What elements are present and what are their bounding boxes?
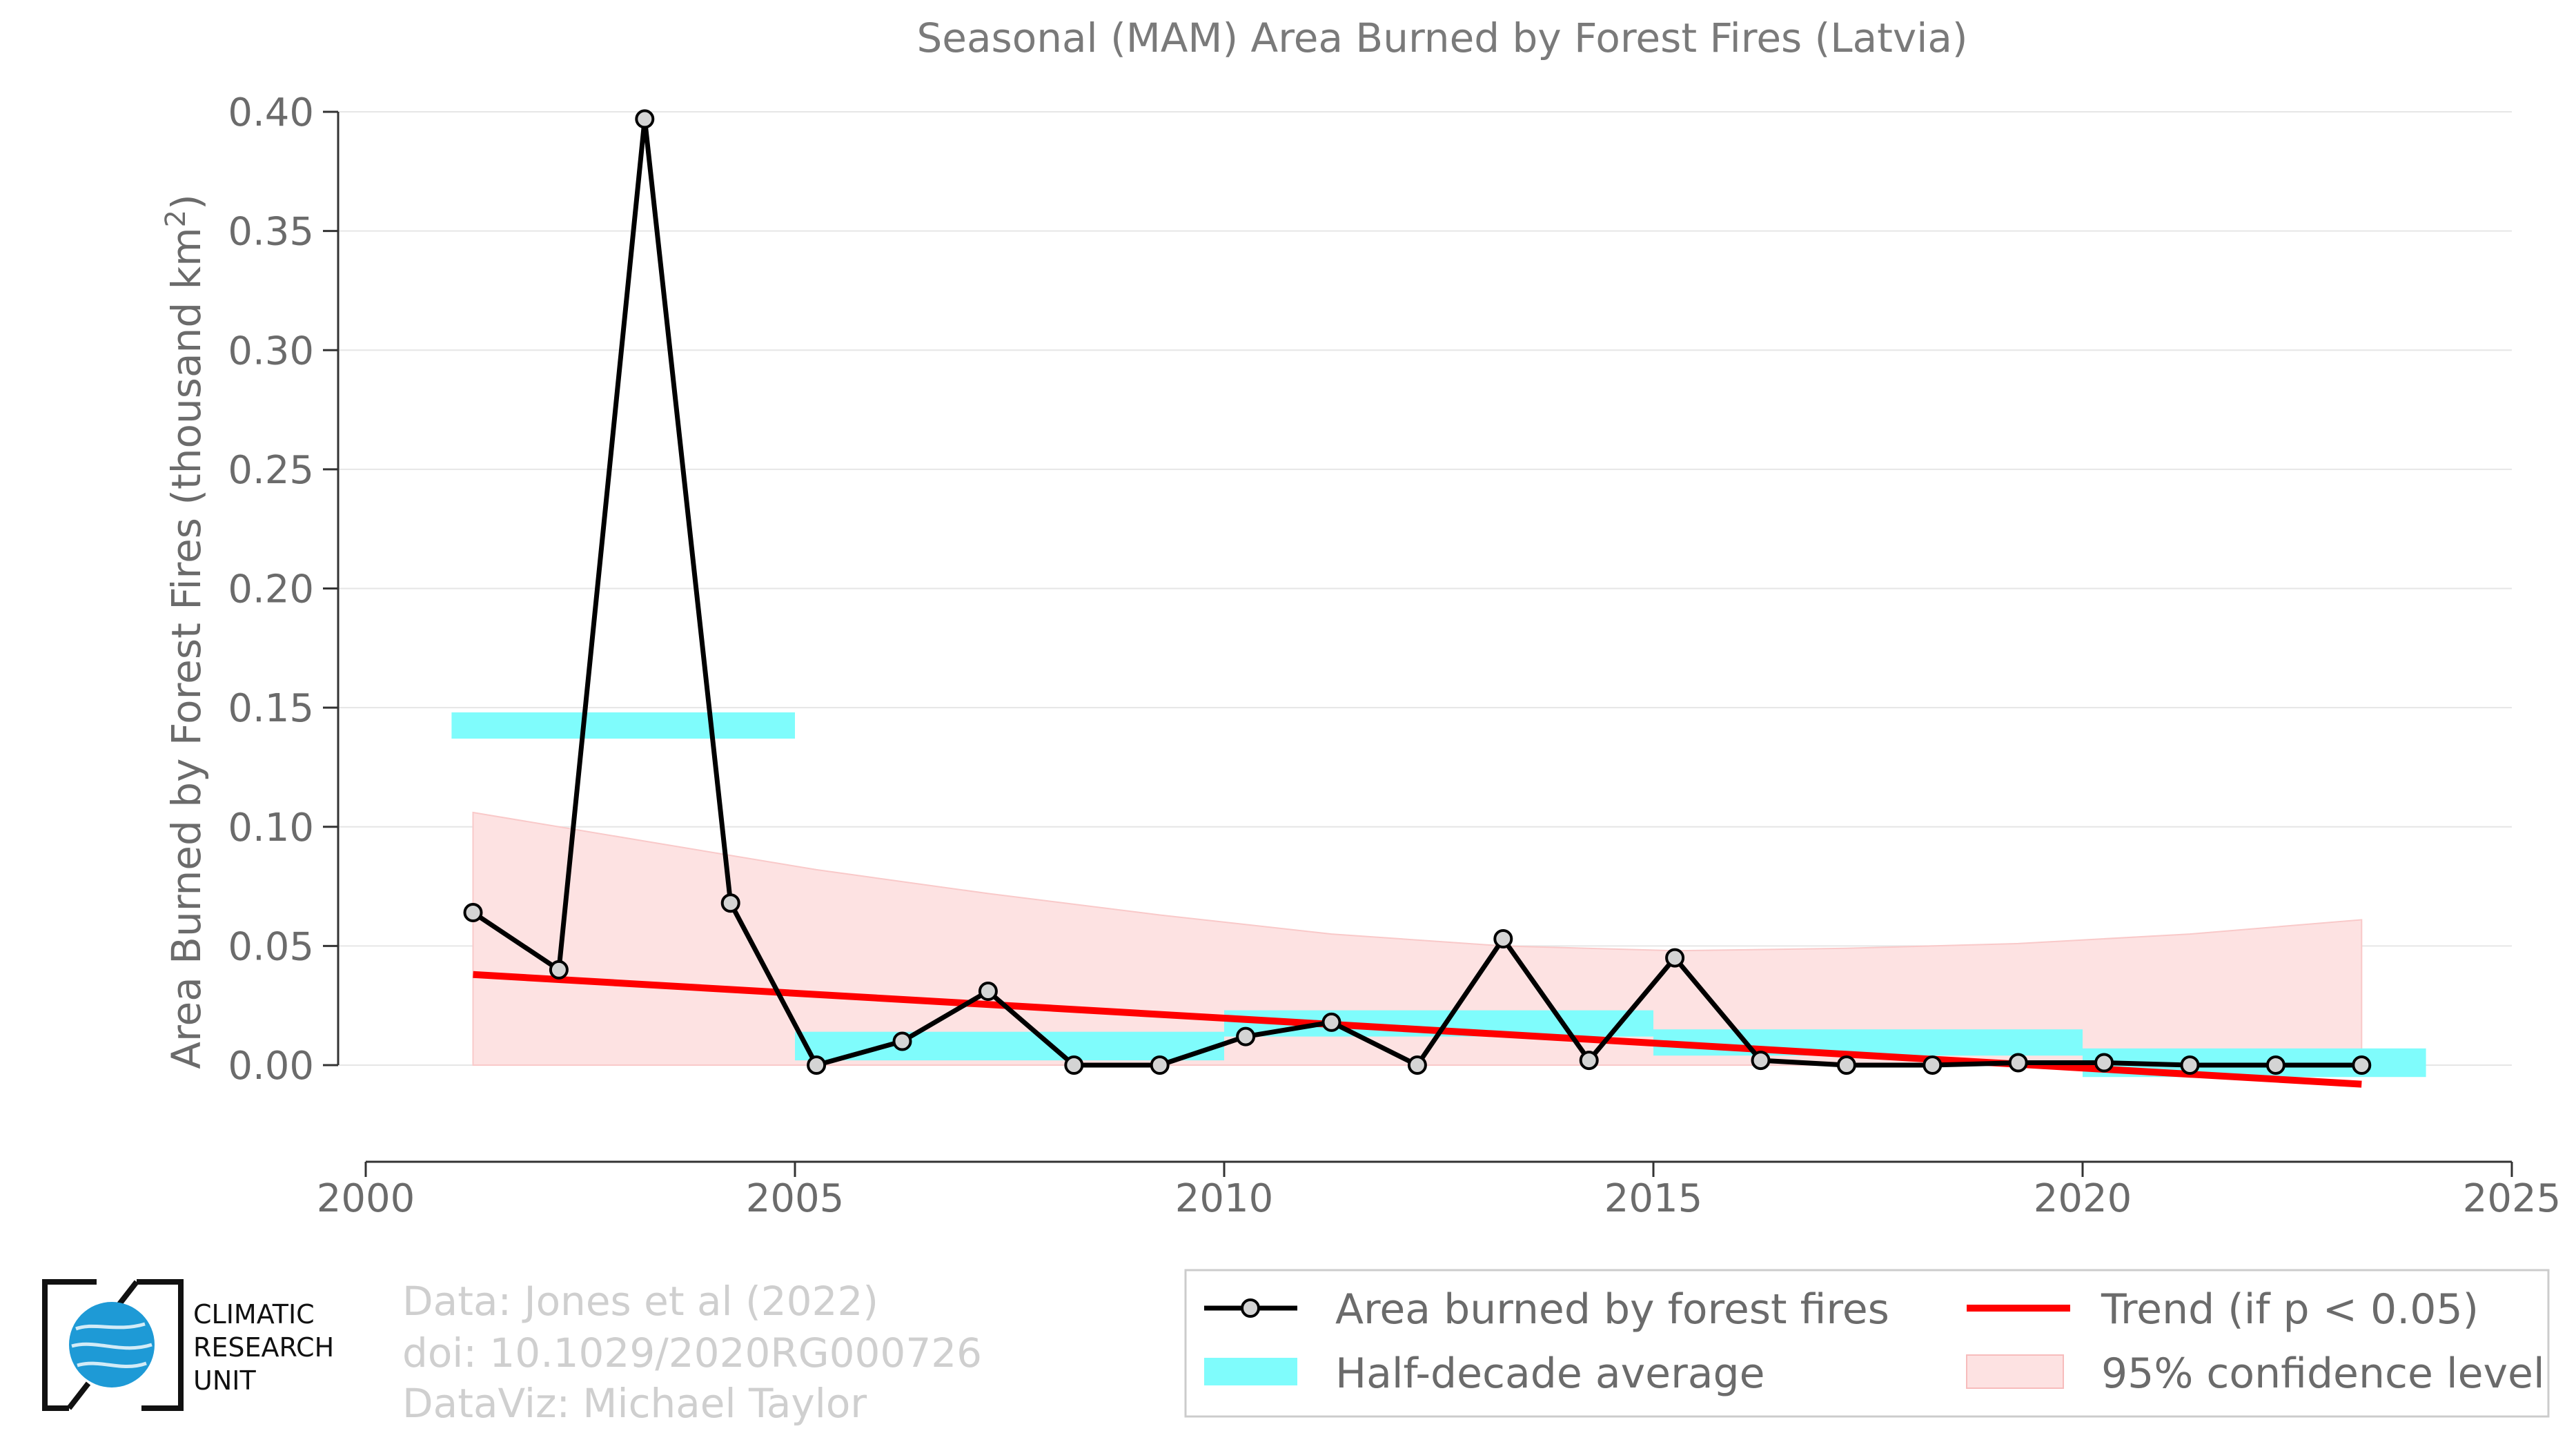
logo-bracket-left [42, 1279, 97, 1411]
data-point [549, 960, 569, 980]
trend-line [473, 971, 2362, 1088]
trend-layer [473, 971, 2362, 1088]
legend-series-marker [1241, 1298, 1260, 1318]
data-point [1923, 1055, 1943, 1075]
logo-line-2: RESEARCH [193, 1332, 334, 1363]
data-point [2008, 1053, 2028, 1073]
data-point [1407, 1055, 1427, 1075]
data-point [1579, 1051, 1599, 1071]
data-point [635, 109, 655, 129]
data-point [720, 893, 740, 913]
half-decade-average-bar [1653, 1029, 2083, 1056]
half-decade-average-bar [795, 1031, 1224, 1061]
series-layer [463, 109, 2372, 1075]
data-point [2094, 1053, 2114, 1073]
data-point [978, 982, 998, 1001]
y-tick-label: 0.10 [228, 806, 314, 850]
legend-series-label: Area burned by forest fires [1335, 1285, 1889, 1334]
logo-line-1: CLIMATIC [193, 1299, 315, 1330]
data-point [2352, 1055, 2372, 1075]
logo-bracket-right [137, 1279, 184, 1411]
y-axis-title-superscript: 2 [160, 210, 192, 227]
y-ticks: 0.00 0.05 0.10 0.15 0.20 0.25 0.30 0.35 0.40 [228, 90, 338, 1089]
y-tick-label: 0.00 [228, 1044, 314, 1089]
y-axis-title-close: ) [163, 194, 210, 210]
legend-confidence-label: 95% confidence level [2101, 1350, 2545, 1398]
data-point [2265, 1055, 2285, 1075]
data-point [892, 1031, 912, 1051]
data-point [1493, 929, 1513, 948]
half-decade-average-bar [451, 712, 795, 739]
credit-dataviz: DataViz: Michael Taylor [402, 1380, 867, 1427]
y-tick-label: 0.25 [228, 448, 314, 493]
x-tick-label: 2005 [746, 1176, 845, 1221]
legend-average-swatch [1204, 1358, 1297, 1385]
legend-box [1184, 1269, 2550, 1418]
globe-swirl-3 [77, 1361, 147, 1369]
data-point [1150, 1055, 1170, 1075]
y-tick-label: 0.35 [228, 210, 314, 255]
x-tick-label: 2010 [1175, 1176, 1274, 1221]
data-point [1836, 1055, 1856, 1075]
data-point [1751, 1051, 1771, 1071]
credit-doi: doi: 10.1029/2020RG000726 [402, 1330, 982, 1376]
cru-logo: CLIMATIC RESEARCH UNIT [42, 1279, 334, 1411]
globe-swirl-1 [75, 1322, 146, 1331]
data-point [1665, 948, 1685, 968]
logo-line-3: UNIT [193, 1365, 256, 1396]
y-tick-label: 0.40 [228, 90, 314, 135]
half-decade-average-layer [451, 712, 2426, 1078]
y-axis-title: Area Burned by Forest Fires (thousand km… [160, 194, 210, 1069]
data-point [807, 1055, 827, 1075]
data-point [1321, 1012, 1341, 1032]
legend-confidence-swatch [1966, 1354, 2064, 1389]
y-tick-label: 0.20 [228, 567, 314, 612]
globe-swirl-2 [71, 1342, 153, 1350]
data-point [463, 903, 483, 922]
legend-average-label: Half-decade average [1335, 1350, 1765, 1398]
x-tick-label: 2020 [2034, 1176, 2132, 1221]
x-tick-label: 2025 [2463, 1176, 2562, 1221]
logo-slash-bottom [66, 1381, 91, 1410]
y-tick-label: 0.30 [228, 329, 314, 373]
y-axis-title-text: Area Burned by Forest Fires (thousand km [163, 227, 210, 1069]
x-tick-label: 2015 [1604, 1176, 1703, 1221]
x-ticks: 2000 2005 2010 2015 2020 2025 [317, 1162, 2562, 1221]
chart-title: Seasonal (MAM) Area Burned by Forest Fir… [916, 14, 1967, 61]
y-tick-label: 0.15 [228, 686, 314, 731]
data-point [1064, 1055, 1084, 1075]
legend: Area burned by forest fires Trend (if p … [1184, 1269, 2550, 1418]
logo-slash-top [115, 1280, 139, 1309]
y-tick-label: 0.05 [228, 924, 314, 969]
credit-data-source: Data: Jones et al (2022) [402, 1278, 878, 1325]
data-point [2180, 1055, 2200, 1075]
x-tick-label: 2000 [317, 1176, 415, 1221]
data-point [1236, 1026, 1256, 1046]
legend-trend-label: Trend (if p < 0.05) [2101, 1285, 2479, 1334]
